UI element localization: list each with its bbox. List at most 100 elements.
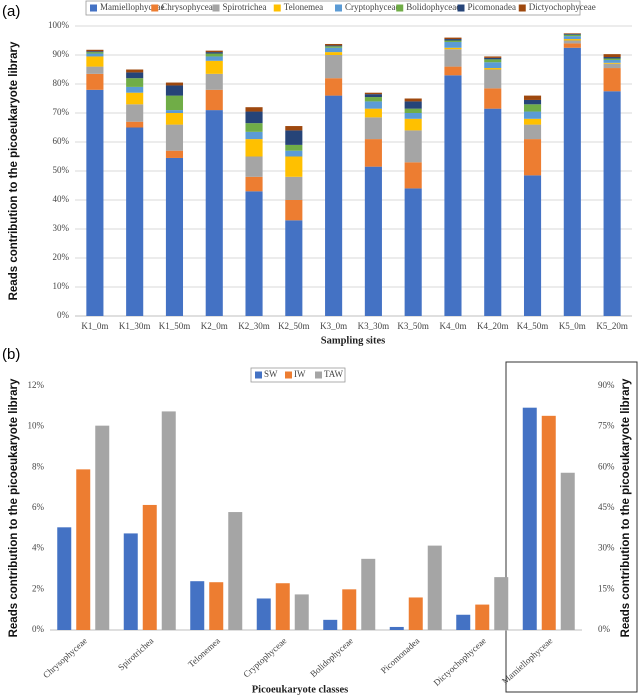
bar-segment xyxy=(245,176,263,192)
bar-segment xyxy=(285,176,303,200)
bar-segment xyxy=(245,139,263,157)
y-tick-label: 20% xyxy=(53,252,70,262)
x-tick-label: K4_0m xyxy=(439,321,466,331)
y-axis-title: Reads contribution to the picoeukaryote … xyxy=(620,378,632,637)
bar-segment xyxy=(563,39,581,41)
x-tick-label: Picomonadea xyxy=(379,636,422,676)
y-tick-label: 4% xyxy=(32,543,45,553)
bar-segment xyxy=(86,49,104,52)
bar-segment xyxy=(484,108,502,317)
bar xyxy=(95,425,110,630)
bar xyxy=(408,597,423,630)
legend-swatch xyxy=(518,4,526,12)
x-tick-label: K2_0m xyxy=(201,321,228,331)
bar-segment xyxy=(285,144,303,151)
legend-swatch xyxy=(151,4,159,12)
bar-segment xyxy=(205,50,223,53)
legend-swatch xyxy=(315,371,322,379)
bar-segment xyxy=(126,104,144,122)
legend-swatch xyxy=(285,371,292,379)
bar-segment xyxy=(364,101,382,109)
bar-segment xyxy=(205,110,223,316)
bar xyxy=(427,545,442,630)
x-tick-label: Cryptophyceae xyxy=(241,636,288,680)
x-tick-label: K3_50m xyxy=(397,321,429,331)
y-tick-label: 50% xyxy=(53,165,70,175)
bar xyxy=(389,626,404,630)
y2-tick-label: 60% xyxy=(598,461,615,471)
bar-segment xyxy=(126,86,144,93)
y-tick-label: 40% xyxy=(53,194,70,204)
y2-tick-label: 75% xyxy=(598,421,615,431)
bar-segment xyxy=(325,46,343,48)
panel-label: (a) xyxy=(2,3,20,20)
bar-segment xyxy=(444,47,462,50)
bar-segment xyxy=(523,118,542,125)
bar-segment xyxy=(563,33,581,35)
bar-segment xyxy=(563,43,581,48)
bar-segment xyxy=(205,73,223,90)
bar-segment xyxy=(603,59,621,63)
bar-segment xyxy=(444,66,462,76)
bar-segment xyxy=(245,191,263,316)
bar-segment xyxy=(165,124,184,151)
bar-segment xyxy=(484,57,502,60)
y-tick-label: 0% xyxy=(57,310,70,320)
legend-label: Cryptophyceae xyxy=(345,2,399,12)
legend-swatch xyxy=(273,4,281,12)
x-tick-label: K2_30m xyxy=(238,321,270,331)
bar-segment xyxy=(484,68,502,70)
bar-segment xyxy=(285,156,303,177)
y-tick-label: 100% xyxy=(48,20,70,30)
panel-label: (b) xyxy=(2,346,20,363)
bar xyxy=(342,589,357,630)
bar-segment xyxy=(285,130,303,145)
x-tick-label: K5_20m xyxy=(596,321,628,331)
legend-label: Telonemea xyxy=(284,2,323,12)
bar-segment xyxy=(563,34,581,37)
bar xyxy=(123,533,138,630)
bar xyxy=(209,582,224,630)
y-axis-title: Reads contribution to the picoeukaryote … xyxy=(8,378,20,637)
y-tick-label: 8% xyxy=(32,461,45,471)
bar-segment xyxy=(325,78,343,96)
bar xyxy=(494,577,509,630)
y-tick-label: 0% xyxy=(32,624,45,634)
legend-label: TAW xyxy=(324,369,344,379)
bar-segment xyxy=(484,69,502,89)
y2-tick-label: 30% xyxy=(598,543,615,553)
bar-segment xyxy=(165,150,184,158)
bar-segment xyxy=(245,111,263,124)
x-tick-label: K1_30m xyxy=(119,321,151,331)
x-axis-title: Picoeukaryote classes xyxy=(252,684,349,695)
x-tick-label: K2_50m xyxy=(278,321,310,331)
bar-segment xyxy=(523,111,542,119)
x-tick-label: Dictyochophyceae xyxy=(432,636,488,688)
bar xyxy=(361,558,376,630)
bar-segment xyxy=(404,162,422,189)
bar xyxy=(294,594,309,630)
legend-label: Spirotrichea xyxy=(223,2,267,12)
bar xyxy=(142,504,157,630)
x-tick-label: Chrysophyceae xyxy=(41,636,89,681)
y2-tick-label: 0% xyxy=(598,624,611,634)
bar-segment xyxy=(285,150,303,157)
highlight-box xyxy=(505,361,638,693)
bar xyxy=(190,581,205,630)
x-tick-label: Bolidophyceae xyxy=(308,636,355,680)
y-axis-title: Reads contribution to the picoeukaryote … xyxy=(8,41,20,300)
bar-segment xyxy=(245,123,263,132)
bar-segment xyxy=(444,39,462,41)
bar-segment xyxy=(165,85,184,96)
bar-segment xyxy=(523,95,542,100)
bar-segment xyxy=(86,51,104,53)
bar xyxy=(323,619,338,630)
y2-tick-label: 45% xyxy=(598,502,615,512)
bar-segment xyxy=(404,98,422,102)
bar-segment xyxy=(126,69,144,73)
x-tick-label: K1_0m xyxy=(81,321,108,331)
bar-segment xyxy=(86,52,104,54)
bar-segment xyxy=(325,52,343,55)
bar-segment xyxy=(245,107,263,112)
